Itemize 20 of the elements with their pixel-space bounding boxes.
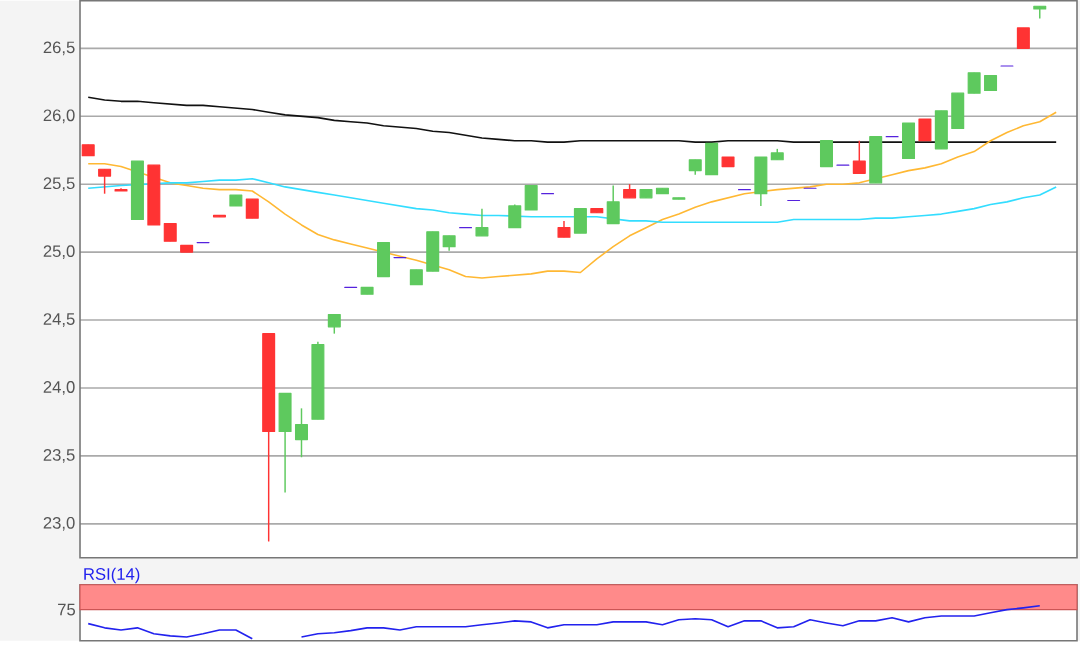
y-tick-label: 23,0	[43, 516, 75, 531]
y-tick-label: 25,0	[43, 245, 75, 259]
chart-title: RSI(14)	[84, 567, 140, 584]
candlestick	[967, 71, 981, 94]
candlestick	[852, 139, 866, 174]
candlestick	[606, 184, 620, 225]
candlestick	[327, 313, 341, 335]
candlestick	[1016, 27, 1030, 49]
candlestick	[98, 168, 112, 195]
text: 75	[58, 603, 76, 616]
candlestick	[294, 407, 308, 458]
candlestick	[245, 198, 259, 219]
y-tick-label: 26,5	[43, 41, 75, 56]
y-tick-label: 24,5	[43, 313, 75, 327]
candlestick	[475, 207, 489, 237]
y-tick-label: 23,5	[43, 448, 75, 463]
candlestick	[918, 118, 932, 142]
y-tick-label: 25,5	[43, 177, 75, 191]
y-tick-label: 26,0	[43, 109, 75, 124]
y-tick-label: 24,0	[43, 380, 75, 395]
